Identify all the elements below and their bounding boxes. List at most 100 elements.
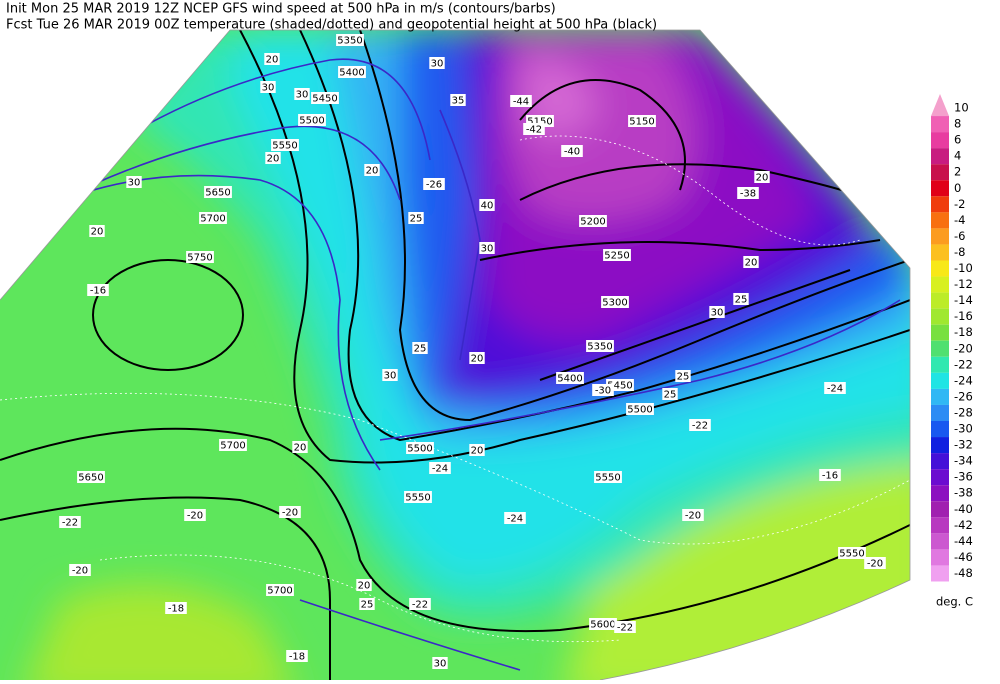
label-box — [294, 88, 310, 100]
colorbar-swatch — [931, 453, 949, 470]
colorbar-swatch — [931, 517, 949, 534]
label-box — [409, 598, 431, 610]
colorbar-label: -6 — [954, 229, 965, 243]
height-label: 5450 — [312, 94, 337, 105]
colorbar: 10 8 6 4 2 0 -2 -4 -6 -8 -10 -12 -14 -16 -18 -20 -22 -24 -… — [931, 94, 973, 582]
label-box — [601, 296, 629, 308]
height-label: 5750 — [187, 253, 212, 264]
label-box — [89, 225, 105, 237]
colorbar-swatch — [931, 533, 949, 550]
height-label: 5500 — [407, 444, 432, 455]
colorbar-label: -30 — [954, 422, 973, 436]
temperature-label: -22 — [692, 421, 708, 432]
label-box — [586, 340, 614, 352]
label-box — [626, 403, 654, 415]
wind-label: 25 — [735, 295, 748, 306]
colorbar-label: 6 — [954, 133, 961, 147]
wind-label: 20 — [471, 354, 484, 365]
wind-label: 30 — [431, 59, 444, 70]
colorbar-swatch — [931, 148, 949, 165]
wind-label: 35 — [452, 96, 465, 107]
colorbar-swatch — [931, 228, 949, 245]
height-label: 5300 — [602, 298, 627, 309]
label-box — [338, 66, 366, 78]
temperature-label: -16 — [90, 286, 106, 297]
height-label: 5150 — [629, 117, 654, 128]
colorbar-swatch — [931, 94, 949, 116]
label-box — [279, 506, 301, 518]
label-box — [733, 293, 749, 305]
temperature-label: -18 — [289, 652, 305, 663]
label-box — [504, 512, 526, 524]
height-label: 5650 — [78, 473, 103, 484]
wind-label: 20 — [366, 166, 379, 177]
height-label: 5550 — [839, 549, 864, 560]
temperature-label: -18 — [168, 604, 184, 615]
label-box — [204, 186, 232, 198]
label-box — [824, 382, 846, 394]
wind-label: 30 — [384, 371, 397, 382]
label-box — [404, 491, 432, 503]
wind-label: 20 — [267, 154, 280, 165]
label-box — [286, 650, 308, 662]
temperature-label: -16 — [822, 471, 838, 482]
colorbar-swatch — [931, 180, 949, 197]
label-box — [579, 215, 607, 227]
label-box — [87, 284, 109, 296]
height-label: 5350 — [587, 342, 612, 353]
label-box — [682, 509, 704, 521]
label-box — [219, 439, 247, 451]
label-box — [689, 419, 711, 431]
temperature-label: -20 — [187, 511, 203, 522]
temperature-label: -24 — [507, 514, 523, 525]
label-box — [737, 187, 759, 199]
wind-label: 20 — [745, 258, 758, 269]
colorbar-swatch — [931, 292, 949, 309]
map-labels: 5350 5400 5450 5500 5550 5650 5700 5750 5150 5150… — [59, 34, 886, 670]
label-box — [589, 618, 617, 630]
colorbar-label: -8 — [954, 245, 965, 259]
map-border — [0, 29, 911, 681]
colorbar-swatch — [931, 324, 949, 341]
label-box — [754, 171, 770, 183]
colorbar-label: -32 — [954, 438, 973, 452]
colorbar-swatch — [931, 276, 949, 293]
label-box — [336, 34, 364, 46]
colorbar-swatch — [931, 372, 949, 389]
label-box — [412, 342, 428, 354]
colorbar-label: -46 — [954, 550, 973, 564]
label-box — [364, 164, 380, 176]
temperature-label: -24 — [432, 464, 448, 475]
wind-label: 20 — [358, 581, 371, 592]
temperature-isolines — [0, 135, 910, 643]
temperature-label: -22 — [617, 623, 633, 634]
colorbar-label: 8 — [954, 117, 961, 131]
wind-label: 30 — [711, 308, 724, 319]
colorbar-label: -40 — [954, 502, 973, 516]
height-label: 5350 — [337, 36, 362, 47]
colorbar-label: -2 — [954, 197, 965, 211]
colorbar-label: -34 — [954, 454, 973, 468]
label-box — [292, 441, 308, 453]
height-label: 5450 — [607, 381, 632, 392]
label-box — [260, 81, 276, 93]
label-box — [199, 212, 227, 224]
label-box — [432, 657, 448, 669]
colorbar-swatch — [931, 260, 949, 277]
temperature-label: -22 — [62, 518, 78, 529]
colorbar-swatch — [931, 356, 949, 373]
label-box — [408, 212, 424, 224]
colorbar-swatch — [931, 308, 949, 325]
colorbar-swatch — [931, 404, 949, 421]
colorbar-swatch — [931, 437, 949, 454]
colorbar-swatch — [931, 565, 949, 582]
colorbar-swatch — [931, 132, 949, 149]
label-box — [298, 114, 326, 126]
wind-label: 25 — [664, 390, 677, 401]
colorbar-label: -22 — [954, 357, 973, 371]
label-box — [311, 92, 339, 104]
label-box — [510, 95, 532, 107]
label-box — [819, 469, 841, 481]
height-label: 5700 — [267, 586, 292, 597]
